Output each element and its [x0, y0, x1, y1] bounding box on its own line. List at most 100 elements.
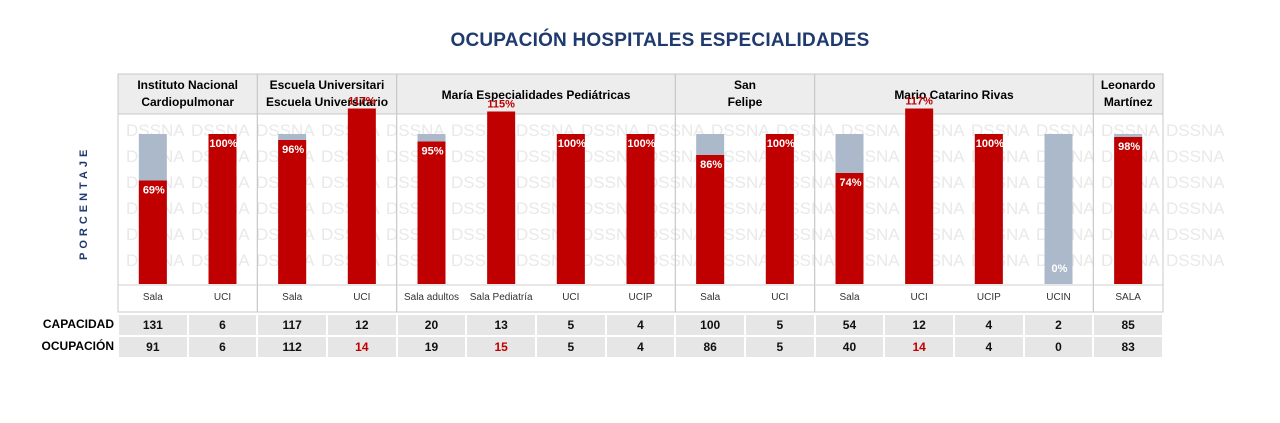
- watermark-text: DSSNA: [1166, 225, 1225, 244]
- data-label: 100%: [767, 138, 795, 150]
- ocupacion-cell: 91: [119, 337, 187, 357]
- data-label: 100%: [627, 138, 655, 150]
- capacity-bar: [1044, 134, 1073, 284]
- occupancy-bar: [835, 173, 864, 284]
- watermark-text: DSSNA: [1166, 121, 1225, 140]
- capacidad-cell: 5: [537, 315, 605, 335]
- watermark-text: DSSNA: [1166, 173, 1225, 192]
- category-label: Sala: [282, 292, 302, 303]
- occupancy-bar: [696, 155, 725, 284]
- watermark-text: DSSNA: [581, 225, 640, 244]
- hospital-name: María Especialidades Pediátricas: [442, 88, 631, 102]
- data-label: 95%: [421, 146, 443, 158]
- watermark-text: DSSNA: [711, 121, 770, 140]
- watermark-text: DSSNA: [581, 173, 640, 192]
- capacidad-cell: 12: [885, 315, 953, 335]
- data-label: 74%: [839, 177, 861, 189]
- ocupacion-cell: 0: [1024, 337, 1093, 357]
- occupancy-bar: [278, 140, 307, 284]
- occupancy-bar: [765, 134, 794, 284]
- ocupacion-cell: 40: [815, 337, 884, 357]
- capacidad-cell: 4: [606, 315, 675, 335]
- category-label: Sala: [143, 292, 163, 303]
- capacidad-cell: 12: [328, 315, 396, 335]
- data-label: 69%: [143, 185, 165, 197]
- category-label: UCI: [214, 292, 231, 303]
- ocupacion-cell: 4: [606, 337, 675, 357]
- occupancy-bar: [487, 111, 516, 284]
- capacidad-row-label: CAPACIDAD: [42, 317, 114, 331]
- category-label: Sala: [700, 292, 720, 303]
- ocupacion-cell: 86: [676, 337, 744, 357]
- hospital-name: Cardiopulmonar: [141, 95, 234, 109]
- watermark-text: DSSNA: [711, 225, 770, 244]
- category-label: UCI: [562, 292, 579, 303]
- data-label: 0%: [1052, 263, 1068, 275]
- data-label: 100%: [209, 138, 237, 150]
- watermark-text: DSSNA: [581, 199, 640, 218]
- hospital-name: San: [734, 78, 756, 92]
- watermark-text: DSSNA: [581, 121, 640, 140]
- ocupacion-cell: 5: [746, 337, 814, 357]
- capacidad-cell: 13: [467, 315, 535, 335]
- occupancy-bar: [1114, 137, 1143, 284]
- watermark-text: DSSNA: [1166, 199, 1225, 218]
- category-label: UCIP: [977, 292, 1001, 303]
- watermark-text: DSSNA: [1166, 251, 1225, 270]
- watermark-text: DSSNA: [711, 147, 770, 166]
- category-label: Sala Pediatría: [470, 292, 533, 303]
- capacidad-cell: 6: [188, 315, 257, 335]
- occupancy-bar: [905, 108, 934, 284]
- hospital-name: Mario Catarino Rivas: [894, 88, 1014, 102]
- watermark-text: DSSNA: [1166, 147, 1225, 166]
- ocupacion-cell: 14: [328, 337, 396, 357]
- ocupacion-cell: 19: [397, 337, 466, 357]
- capacidad-cell: 54: [815, 315, 884, 335]
- data-label: 100%: [976, 138, 1004, 150]
- ocupacion-cell: 15: [467, 337, 535, 357]
- category-label: Sala: [839, 292, 859, 303]
- hospital-name: Escuela Universitario: [266, 95, 388, 109]
- hospital-name: Escuela Universitari: [270, 78, 385, 92]
- watermark-text: DSSNA: [581, 251, 640, 270]
- capacidad-cell: 131: [119, 315, 187, 335]
- category-label: UCI: [771, 292, 788, 303]
- capacidad-cell: 85: [1094, 315, 1162, 335]
- ocupacion-cell: 5: [537, 337, 605, 357]
- chart-title: OCUPACIÓN HOSPITALES ESPECIALIDADES: [450, 30, 870, 51]
- occupancy-bar: [347, 108, 376, 284]
- header-band: [118, 74, 1163, 114]
- data-label: 86%: [700, 159, 722, 171]
- data-label: 96%: [282, 144, 304, 156]
- ocupacion-row-label: OCUPACIÓN: [41, 339, 114, 353]
- category-label: UCIP: [629, 292, 653, 303]
- ocupacion-cell: 14: [885, 337, 953, 357]
- ocupacion-cell: 112: [258, 337, 326, 357]
- category-label: Sala adultos: [404, 292, 459, 303]
- data-label: 115%: [487, 99, 515, 111]
- hospital-name: Instituto Nacional: [137, 78, 238, 92]
- ocupacion-cell: 83: [1094, 337, 1162, 357]
- watermark-text: DSSNA: [581, 147, 640, 166]
- category-label: SALA: [1115, 292, 1141, 303]
- hospital-frame: [1092, 73, 1164, 313]
- capacidad-cell: 100: [676, 315, 744, 335]
- hospital-name: Felipe: [728, 95, 763, 109]
- category-label: UCIN: [1046, 292, 1070, 303]
- ocupacion-cell: 4: [955, 337, 1023, 357]
- data-label: 100%: [558, 138, 586, 150]
- capacidad-cell: 117: [258, 315, 326, 335]
- ocupacion-cell: 6: [188, 337, 257, 357]
- data-label: 117%: [905, 96, 933, 108]
- data-label: 98%: [1118, 141, 1140, 153]
- watermark-text: DSSNA: [711, 251, 770, 270]
- category-label: UCI: [353, 292, 370, 303]
- occupancy-bar: [138, 180, 167, 284]
- capacidad-cell: 20: [397, 315, 466, 335]
- occupancy-bar: [208, 134, 237, 284]
- watermark-text: DSSNA: [711, 173, 770, 192]
- data-label: 117%: [348, 96, 376, 108]
- occupancy-bar: [626, 134, 655, 284]
- capacidad-cell: 5: [746, 315, 814, 335]
